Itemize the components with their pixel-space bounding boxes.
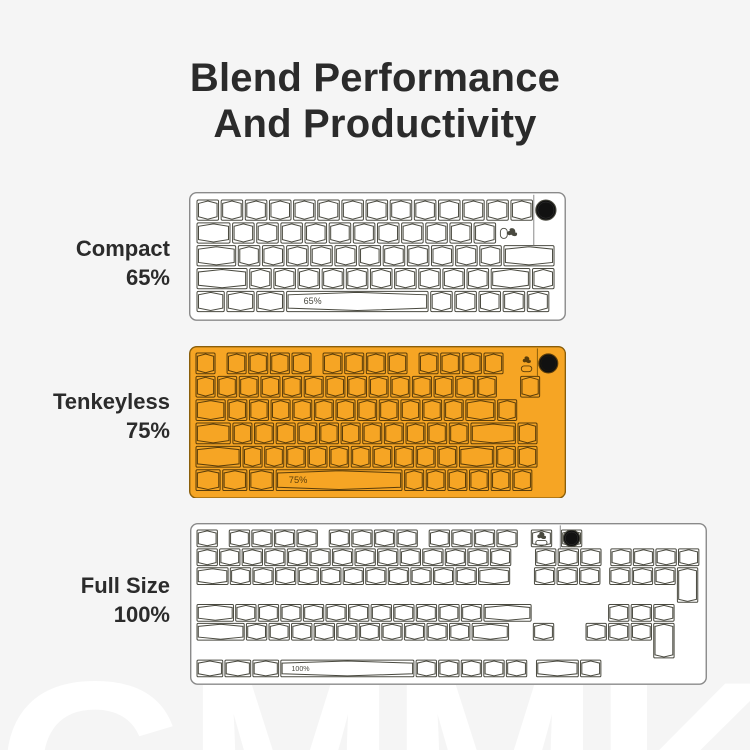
svg-text:65%: 65% [304, 296, 322, 306]
svg-text:75%: 75% [289, 475, 308, 485]
svg-text:100%: 100% [291, 665, 310, 673]
